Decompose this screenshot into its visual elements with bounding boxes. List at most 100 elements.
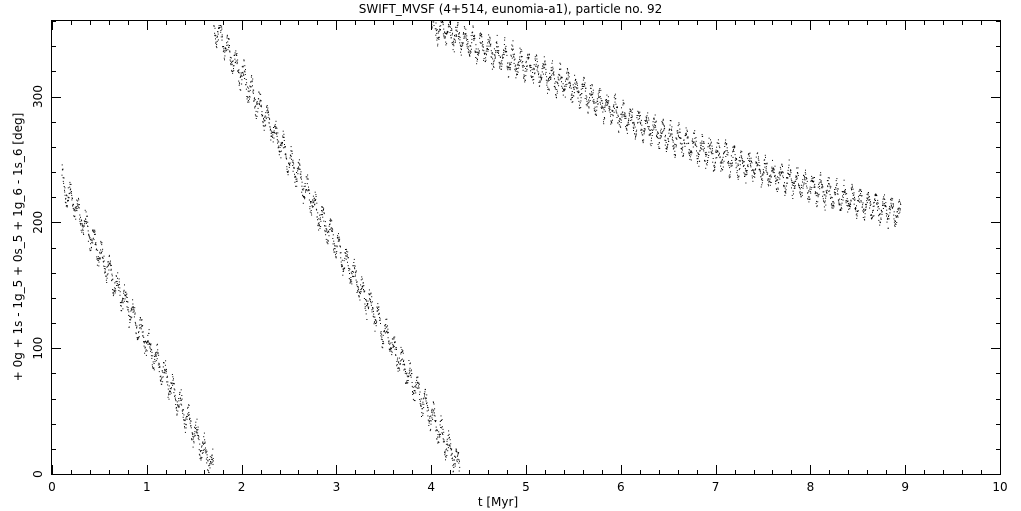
data-point: [657, 137, 659, 139]
data-point: [640, 119, 642, 121]
data-point: [849, 202, 851, 204]
data-point: [443, 35, 445, 37]
data-point: [481, 45, 483, 47]
data-point: [760, 176, 762, 178]
data-point: [492, 53, 494, 55]
data-point: [75, 209, 77, 211]
data-point: [131, 306, 133, 308]
data-point: [450, 443, 452, 445]
data-point: [212, 460, 214, 462]
data-point: [731, 165, 733, 167]
data-point: [125, 295, 127, 296]
data-point: [707, 157, 709, 158]
data-point: [395, 347, 397, 349]
data-point: [868, 196, 870, 198]
data-point: [493, 59, 495, 61]
data-point: [610, 121, 612, 123]
data-point: [220, 36, 222, 38]
data-point: [417, 387, 419, 389]
data-point: [98, 259, 99, 261]
data-point: [858, 190, 860, 192]
data-point: [265, 118, 267, 120]
data-point: [328, 225, 330, 227]
data-point: [652, 129, 654, 131]
data-point: [107, 265, 109, 267]
data-point: [404, 368, 406, 370]
data-point: [561, 81, 562, 83]
data-point: [242, 71, 244, 73]
data-point: [418, 383, 420, 385]
data-point: [272, 141, 274, 143]
data-point: [810, 179, 812, 181]
data-point: [716, 142, 718, 144]
data-point: [288, 163, 290, 165]
data-point: [505, 48, 507, 50]
data-point: [840, 204, 842, 206]
data-point: [445, 44, 447, 46]
data-point: [292, 159, 294, 161]
data-point: [391, 351, 393, 353]
data-point: [728, 163, 730, 165]
data-point: [123, 289, 125, 291]
data-point: [486, 48, 488, 50]
data-point: [578, 100, 580, 102]
data-point: [422, 414, 424, 416]
data-point: [298, 162, 300, 164]
data-point: [519, 52, 521, 54]
data-point: [462, 42, 464, 44]
data-point: [738, 160, 740, 162]
data-point: [719, 162, 721, 164]
data-point: [551, 70, 553, 72]
data-point: [501, 63, 503, 65]
data-point: [524, 79, 526, 81]
data-point: [435, 429, 437, 431]
data-point: [392, 344, 394, 346]
data-point: [894, 226, 896, 227]
data-point: [66, 195, 68, 197]
data-point: [80, 216, 81, 218]
data-point: [98, 261, 100, 263]
data-point: [355, 271, 357, 273]
data-point: [378, 312, 380, 314]
data-point: [646, 115, 648, 117]
data-point: [850, 199, 852, 201]
data-point: [619, 118, 621, 120]
data-point: [821, 186, 823, 188]
data-point: [390, 348, 392, 350]
data-point: [104, 270, 106, 272]
data-point: [660, 130, 662, 132]
data-point: [351, 273, 353, 275]
data-point: [118, 290, 120, 291]
data-point: [254, 99, 256, 101]
data-point: [388, 341, 390, 342]
data-point: [540, 76, 542, 78]
data-point: [366, 305, 368, 307]
data-point: [345, 258, 347, 260]
data-point: [481, 36, 483, 38]
data-point: [894, 223, 896, 225]
data-point: [147, 340, 148, 342]
data-point: [514, 53, 515, 55]
data-point: [373, 321, 375, 323]
data-point: [175, 404, 177, 405]
data-point: [697, 158, 699, 160]
data-point: [483, 50, 485, 52]
data-point: [724, 143, 726, 145]
data-point: [449, 32, 451, 33]
data-point: [889, 207, 891, 209]
data-point: [711, 145, 713, 147]
data-point: [620, 113, 622, 115]
data-point: [696, 155, 698, 157]
data-point: [398, 361, 400, 363]
data-point: [66, 206, 68, 208]
data-point: [453, 51, 455, 53]
data-point: [324, 231, 326, 233]
data-point: [141, 319, 143, 321]
data-point: [111, 275, 113, 277]
data-point: [689, 154, 690, 156]
data-point: [373, 316, 375, 318]
data-point: [276, 135, 278, 137]
data-point: [273, 130, 275, 132]
data-point: [165, 370, 167, 372]
data-point: [849, 206, 851, 208]
